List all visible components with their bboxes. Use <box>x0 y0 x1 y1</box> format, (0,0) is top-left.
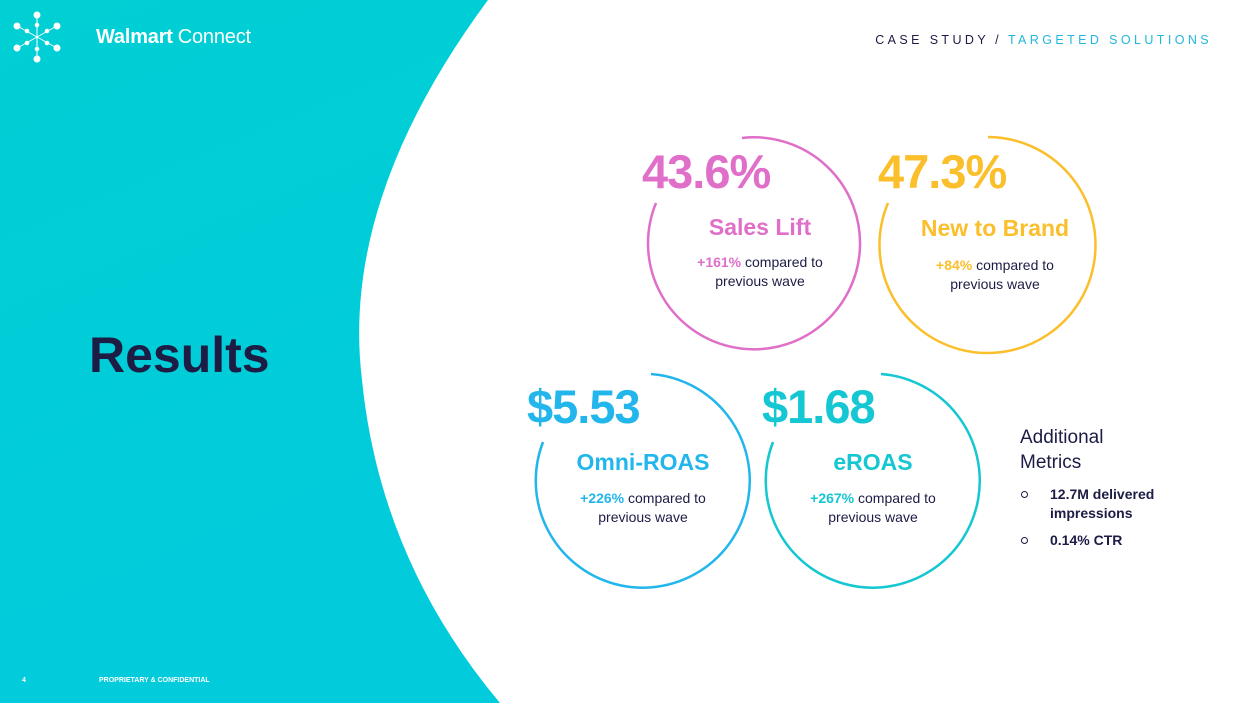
metric-label: eROAS <box>833 449 913 475</box>
metric-label: Omni-ROAS <box>576 449 710 475</box>
breadcrumb-subsection: TARGETED SOLUTIONS <box>1007 33 1212 47</box>
list-item: 12.7M delivered impressions <box>1020 485 1190 523</box>
walmart-spark-logo-icon <box>11 11 63 63</box>
list-item-text: 0.14% CTR <box>1050 532 1123 548</box>
sales-lift-ring <box>646 136 862 351</box>
metric-value: $5.53 <box>527 380 641 433</box>
brand-name-bold: Walmart <box>96 26 173 48</box>
bullet-circle-icon <box>1021 537 1028 544</box>
page-number: 4 <box>22 677 26 684</box>
metric-value: 43.6% <box>642 145 771 198</box>
metric-description: +161% compared to previous wave <box>640 253 880 291</box>
metric-desc-line2: previous wave <box>950 276 1040 292</box>
new-to-brand-ring <box>878 135 1097 355</box>
additional-metrics-list: 12.7M delivered impressions 0.14% CTR <box>1020 485 1220 550</box>
metric-desc-line2: previous wave <box>828 509 918 525</box>
metric-change: +226% <box>580 490 625 506</box>
metric-description: +226% compared to previous wave <box>523 489 763 527</box>
metric-value: $1.68 <box>762 380 876 433</box>
confidential-notice: PROPRIETARY & CONFIDENTIAL <box>99 677 210 684</box>
list-item-text: 12.7M delivered impressions <box>1050 486 1155 521</box>
eroas-ring <box>764 372 981 589</box>
metric-description: +267% compared to previous wave <box>753 489 993 527</box>
metric-label: Sales Lift <box>708 214 812 240</box>
metric-label: New to Brand <box>920 215 1070 241</box>
additional-heading-line2: Metrics <box>1020 452 1082 473</box>
metric-omni-roas: $5.53 Omni-ROAS +226% compared to previo… <box>523 366 763 606</box>
metric-desc-line1: compared to <box>628 490 706 506</box>
metric-desc-line1: compared to <box>745 254 823 270</box>
omni-roas-ring <box>534 372 751 589</box>
breadcrumb-separator: / <box>995 33 1002 47</box>
metric-desc-line1: compared to <box>858 490 936 506</box>
brand-name: Walmart Connect <box>96 26 251 49</box>
metric-change: +267% <box>810 490 855 506</box>
page-title: Results <box>89 327 270 383</box>
bullet-circle-icon <box>1021 491 1028 498</box>
metric-new-to-brand: 47.3% New to Brand +84% compared to prev… <box>872 131 1112 371</box>
breadcrumb-section: CASE STUDY <box>875 33 990 47</box>
metric-change: +161% <box>697 254 742 270</box>
metric-description: +84% compared to previous wave <box>875 256 1115 294</box>
metric-change: +84% <box>936 257 973 273</box>
metric-sales-lift: 43.6% Sales Lift +161% compared to previ… <box>638 130 878 370</box>
additional-metrics: Additional Metrics 12.7M delivered impre… <box>1020 425 1220 558</box>
additional-metrics-heading: Additional Metrics <box>1020 425 1220 475</box>
metric-desc-line2: previous wave <box>598 509 688 525</box>
metric-desc-line1: compared to <box>976 257 1054 273</box>
list-item: 0.14% CTR <box>1020 531 1190 550</box>
metric-value: 47.3% <box>878 145 1007 198</box>
brand-name-regular: Connect <box>177 26 251 48</box>
breadcrumb: CASE STUDY / TARGETED SOLUTIONS <box>875 33 1212 47</box>
metric-eroas: $1.68 eROAS +267% compared to previous w… <box>753 366 993 606</box>
additional-heading-line1: Additional <box>1020 427 1104 448</box>
metric-desc-line2: previous wave <box>715 273 805 289</box>
